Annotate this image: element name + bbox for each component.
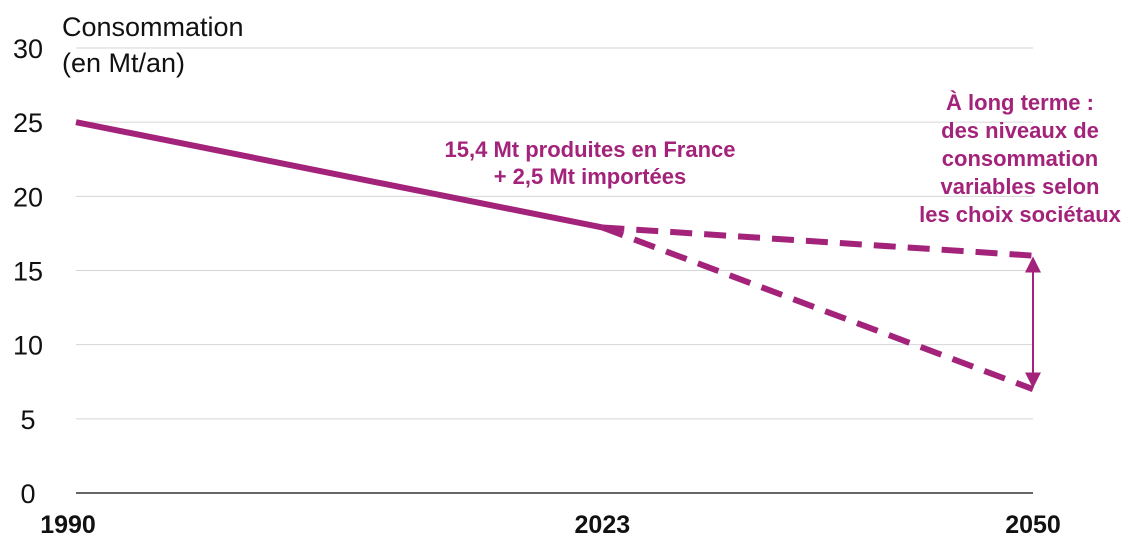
annotation-line: consommation (942, 146, 1098, 171)
annotation-line: + 2,5 Mt importées (494, 164, 687, 189)
projection-line-2 (601, 224, 1035, 392)
historical-line (75, 119, 603, 231)
y-tick-label: 10 (13, 331, 43, 361)
y-axis-label: Consommation (en Mt/an) (62, 12, 244, 78)
y-axis-label-line: (en Mt/an) (62, 48, 185, 78)
gridlines (76, 47, 1033, 494)
y-tick-label: 15 (13, 257, 43, 287)
y-axis-ticks: 0 5 10 15 20 25 30 (13, 34, 43, 509)
annotation-line: variables selon (941, 174, 1100, 199)
annotation-line: les choix sociétaux (919, 202, 1122, 227)
annotation-line: À long terme : (946, 90, 1094, 115)
annotation-line: des niveaux de (941, 118, 1099, 143)
y-tick-label: 20 (13, 182, 43, 212)
x-tick-label: 2050 (1005, 511, 1061, 539)
series-lines (75, 119, 1035, 392)
x-axis-ticks: 1990 2023 2050 (40, 511, 1061, 539)
x-tick-label: 2023 (575, 511, 631, 539)
annotations: 15,4 Mt produites en France+ 2,5 Mt impo… (445, 90, 1122, 227)
projection-line-1 (602, 224, 1034, 259)
y-tick-label: 25 (13, 108, 43, 138)
x-tick-label: 1990 (40, 511, 96, 539)
y-tick-label: 5 (20, 405, 35, 435)
y-tick-label: 0 (20, 479, 35, 509)
y-axis-label-line: Consommation (62, 12, 244, 42)
annotation-line: 15,4 Mt produites en France (445, 137, 736, 162)
y-tick-label: 30 (13, 34, 43, 64)
